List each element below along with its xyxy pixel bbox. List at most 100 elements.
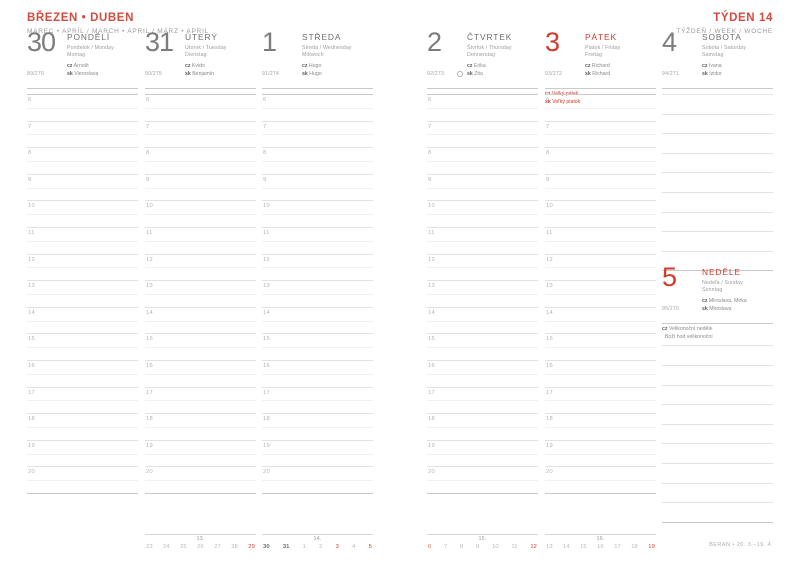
hour-row[interactable]: 11 [262,226,373,254]
hour-row[interactable]: 7 [262,120,373,148]
mini-day[interactable]: 30 [263,544,270,550]
hour-row[interactable]: 6 [427,94,538,121]
hour-row[interactable]: 20 [145,466,256,493]
hour-row[interactable]: 16 [262,359,373,387]
hour-row[interactable]: 15 [545,333,656,360]
hour-row[interactable]: 8 [145,147,256,174]
hour-row[interactable]: 14 [27,306,138,334]
hour-row[interactable]: 12 [427,253,538,281]
hour-row[interactable]: 11 [545,226,656,254]
hour-row[interactable]: 16 [145,359,256,387]
hour-row[interactable]: 20 [27,466,138,493]
mini-day[interactable]: 12 [530,544,537,550]
hour-row[interactable]: 12 [27,253,138,281]
mini-day[interactable]: 25 [180,544,187,550]
hour-row[interactable]: 16 [27,359,138,387]
hour-row[interactable]: 19 [262,439,373,467]
hour-row[interactable]: 20 [545,466,656,493]
hour-row[interactable]: 19 [427,439,538,467]
note-row[interactable] [662,384,773,405]
note-row[interactable] [662,462,773,483]
mini-day[interactable]: 3 [335,544,339,550]
hour-row[interactable]: 19 [545,439,656,467]
note-row[interactable] [662,443,773,463]
hour-row[interactable]: 16 [427,359,538,387]
hour-row[interactable]: 11 [27,226,138,254]
hour-row[interactable]: 20 [262,466,373,493]
note-row[interactable] [662,404,773,424]
hour-row[interactable]: 13 [145,280,256,307]
note-row[interactable] [662,191,773,212]
hour-row[interactable]: 15 [145,333,256,360]
hour-row[interactable]: 8 [427,147,538,174]
hour-row[interactable]: 17 [427,386,538,414]
hour-row[interactable]: 9 [262,173,373,201]
hour-row[interactable]: 13 [262,280,373,307]
hour-row[interactable]: 8 [545,147,656,174]
hour-row[interactable]: 14 [427,306,538,334]
hour-row[interactable]: 13 [545,280,656,307]
note-row[interactable] [662,250,773,271]
hour-row[interactable]: 12 [545,253,656,281]
hour-row[interactable]: 10 [545,200,656,227]
hour-row[interactable]: 6 [145,94,256,121]
hour-row[interactable]: 18 [545,413,656,440]
hour-row[interactable]: 12 [145,253,256,281]
note-row[interactable] [662,231,773,251]
mini-day[interactable]: 8 [460,544,464,550]
note-row[interactable] [662,364,773,385]
hour-row[interactable]: 7 [145,120,256,148]
mini-day[interactable]: 5 [368,544,372,550]
hour-row[interactable]: 20 [427,466,538,493]
note-row[interactable] [662,423,773,444]
hour-row[interactable]: 9 [145,173,256,201]
mini-day[interactable]: 15 [580,544,587,550]
mini-day[interactable]: 17 [614,544,621,550]
mini-day[interactable]: 29 [248,544,255,550]
mini-day[interactable]: 31 [282,544,290,550]
mini-day[interactable]: 24 [163,544,170,550]
mini-day[interactable]: 6 [428,544,432,550]
mini-day[interactable]: 19 [648,544,655,550]
hour-row[interactable]: 6 [27,94,138,121]
hour-row[interactable]: 8 [27,147,138,174]
note-row[interactable] [662,152,773,173]
mini-day[interactable]: 1 [302,544,306,550]
hour-row[interactable]: 16 [545,359,656,387]
hour-row[interactable]: 9 [545,173,656,201]
mini-day[interactable]: 9 [476,544,480,550]
hour-row[interactable]: 15 [427,333,538,360]
note-row[interactable] [662,502,773,522]
hour-row[interactable]: 14 [262,306,373,334]
hour-row[interactable]: 10 [427,200,538,227]
hour-row[interactable]: 17 [145,386,256,414]
hour-row[interactable]: 10 [145,200,256,227]
hour-row[interactable]: 14 [145,306,256,334]
hour-row[interactable]: 7 [27,120,138,148]
hour-row[interactable]: 19 [145,439,256,467]
mini-day[interactable]: 10 [492,544,499,550]
hour-row[interactable]: 9 [427,173,538,201]
hour-row[interactable]: 6 [545,94,656,121]
hour-row[interactable]: 17 [545,386,656,414]
note-row[interactable] [662,211,773,232]
hour-row[interactable]: 19 [27,439,138,467]
hour-row[interactable]: 13 [27,280,138,307]
mini-day[interactable]: 16 [597,544,604,550]
hour-row[interactable]: 6 [262,94,373,121]
mini-day[interactable]: 23 [146,544,153,550]
hour-row[interactable]: 18 [262,413,373,440]
hour-row[interactable]: 9 [27,173,138,201]
mini-day[interactable]: 13 [546,544,553,550]
hour-row[interactable]: 7 [427,120,538,148]
mini-day[interactable]: 14 [563,544,570,550]
mini-day[interactable]: 28 [231,544,238,550]
mini-day[interactable]: 2 [319,544,323,550]
note-row[interactable] [662,345,773,365]
hour-row[interactable]: 17 [262,386,373,414]
hour-row[interactable]: 11 [427,226,538,254]
hour-row[interactable]: 18 [427,413,538,440]
hour-row[interactable]: 15 [262,333,373,360]
mini-day[interactable]: 11 [511,544,518,550]
hour-row[interactable]: 17 [27,386,138,414]
